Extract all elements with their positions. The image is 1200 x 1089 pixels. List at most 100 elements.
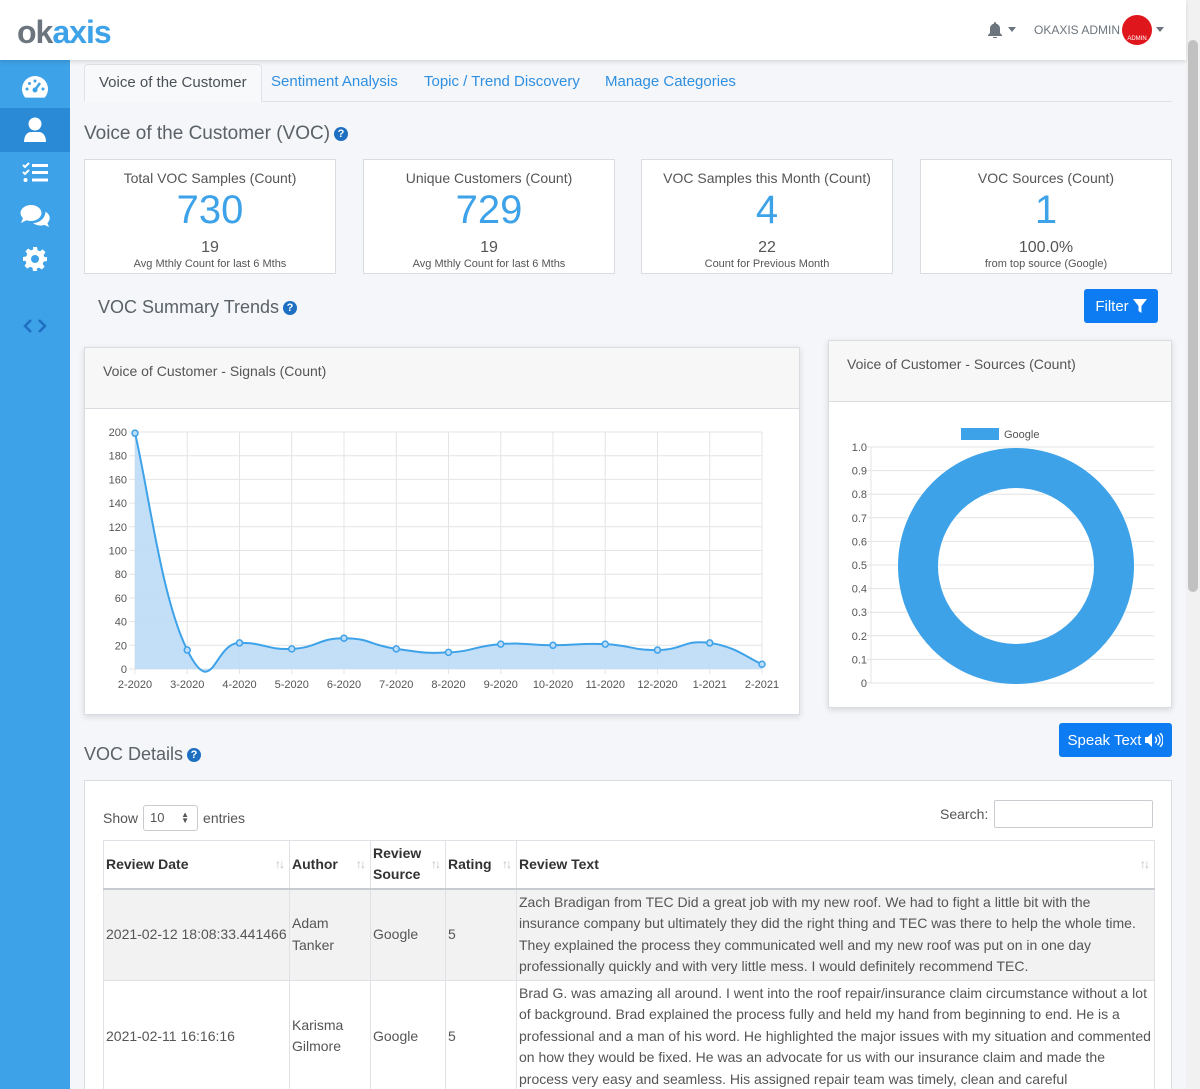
data-point <box>601 640 609 648</box>
bell-icon[interactable] <box>988 22 1002 43</box>
y-tick-label: 0.9 <box>852 466 867 478</box>
main-content: Voice of the Customer Sentiment Analysis… <box>70 60 1186 1089</box>
y-tick-label: 0.3 <box>852 607 867 619</box>
column-header-review-source[interactable]: Review Source ↑↓ <box>370 840 446 890</box>
data-point <box>444 648 453 657</box>
kpi-total-samples: Total VOC Samples (Count) 730 19 Avg Mth… <box>84 159 336 274</box>
x-tick-label: 3-2020 <box>170 679 204 691</box>
data-point <box>288 645 296 653</box>
data-point <box>653 646 662 654</box>
signals-area <box>135 433 762 672</box>
y-tick-label: 180 <box>109 451 127 463</box>
column-header-rating[interactable]: Rating ↑↓ <box>445 840 517 890</box>
column-header-review-text[interactable]: Review Text ↑↓ <box>516 840 1155 890</box>
cell-review-date: 2021-02-11 16:16:16 <box>103 979 290 1089</box>
cell-review-text: Brad G. was amazing all around. I went i… <box>516 979 1155 1089</box>
filter-button[interactable]: Filter <box>1084 289 1158 323</box>
doughnut-slice <box>898 448 1134 684</box>
data-point <box>183 646 191 654</box>
column-header-review-date[interactable]: Review Date ↑↓ <box>103 840 290 890</box>
sidebar-item-tasks[interactable] <box>0 151 70 195</box>
details-title: VOC Details? <box>84 744 202 765</box>
cell-source: Google <box>370 979 446 1089</box>
avatar[interactable]: ADMIN <box>1122 15 1152 45</box>
y-tick-label: 120 <box>109 522 127 534</box>
kpi-sub: 22 <box>758 239 776 256</box>
cell-review-date: 2021-02-12 18:08:33.441466 <box>103 888 290 981</box>
cell-review-text: Zach Bradigan from TEC Did a great job w… <box>516 888 1155 981</box>
sidebar-item-settings[interactable] <box>0 237 70 281</box>
kpi-sub: 19 <box>480 239 498 256</box>
dashboard-icon <box>22 76 48 98</box>
cell-rating: 5 <box>445 888 517 981</box>
signals-chart: 0 20 40 60 80 100 120 140 160 180 200 2-2020 3-2020 4… <box>109 427 779 691</box>
sidebar-item-customer[interactable] <box>0 108 70 152</box>
trends-title: VOC Summary Trends? <box>98 297 298 318</box>
chevron-down-icon[interactable] <box>1008 27 1016 32</box>
sort-icon: ↑↓ <box>502 857 512 871</box>
sort-icon: ↑↓ <box>1140 857 1150 871</box>
cell-rating: 5 <box>445 979 517 1089</box>
search-input[interactable] <box>994 800 1154 828</box>
sidebar-item-collapse[interactable] <box>0 304 70 348</box>
code-icon <box>23 319 47 333</box>
y-tick-label: 0.8 <box>852 489 867 501</box>
x-tick-label: 5-2020 <box>275 679 309 691</box>
checklist-icon <box>22 162 48 182</box>
filter-icon <box>1132 299 1147 313</box>
x-tick-label: 12-2020 <box>637 679 677 691</box>
legend-swatch <box>961 428 999 440</box>
kpi-value: 1 <box>1034 188 1058 232</box>
scroll-thumb[interactable] <box>1188 40 1198 592</box>
sidebar-item-chat[interactable] <box>0 194 70 238</box>
sources-chart-card: Voice of Customer - Sources (Count) Goog… <box>828 340 1172 708</box>
kpi-note: Avg Mthly Count for last 6 Mths <box>412 258 566 270</box>
y-tick-label: 0.2 <box>852 631 867 643</box>
volume-icon <box>1145 733 1164 747</box>
sort-icon: ↑↓ <box>431 857 441 871</box>
kpi-sources: VOC Sources (Count) 1 100.0% from top so… <box>920 159 1172 274</box>
cell-source: Google <box>370 888 446 981</box>
x-tick-label: 9-2020 <box>484 679 518 691</box>
help-icon[interactable]: ? <box>334 126 349 141</box>
kpi-label: VOC Sources (Count) <box>977 170 1115 186</box>
x-tick-label: 4-2020 <box>222 679 256 691</box>
legend-label: Google <box>1004 429 1039 441</box>
y-tick-label: 1.0 <box>852 442 867 454</box>
chevron-updown-icon: ▲ ▼ <box>181 810 190 825</box>
kpi-note: from top source (Google) <box>984 258 1108 270</box>
x-tick-label: 7-2020 <box>379 679 413 691</box>
x-tick-label: 8-2020 <box>431 679 465 691</box>
tab-manage-categories[interactable]: Manage Categories <box>605 73 736 90</box>
kpi-sub: 19 <box>201 239 219 256</box>
page-title: Voice of the Customer (VOC)? <box>84 123 349 145</box>
help-icon[interactable]: ? <box>283 301 298 316</box>
kpi-sub: 100.0% <box>1018 239 1074 256</box>
sidebar-item-dashboard[interactable] <box>0 65 70 109</box>
data-point <box>549 641 557 650</box>
table-row[interactable]: 2021-02-12 18:08:33.441466 Adam Tanker G… <box>103 888 1155 981</box>
okaxis-logo[interactable]: okaxis <box>17 14 112 50</box>
tab-voice-of-customer[interactable]: Voice of the Customer <box>84 64 262 102</box>
page-size-select[interactable]: 10 ▲ ▼ <box>143 805 199 831</box>
sources-chart: Google 0 0.1 0.2 0.3 0.4 0.5 0.6 0.7 0.8 0.9 1.0 <box>852 428 1154 690</box>
tab-topic-trend[interactable]: Topic / Trend Discovery <box>424 73 580 90</box>
y-tick-label: 0.6 <box>852 536 867 548</box>
kpi-label: Total VOC Samples (Count) <box>123 170 297 186</box>
page-scrollbar[interactable] <box>1186 0 1200 1089</box>
y-tick-label: 140 <box>109 498 127 510</box>
data-point <box>392 645 400 653</box>
table-row[interactable]: 2021-02-11 16:16:16 Karisma Gilmore Goog… <box>103 979 1155 1089</box>
speak-text-button[interactable]: Speak Text <box>1059 723 1172 757</box>
cell-author: Karisma Gilmore <box>289 979 371 1089</box>
y-tick-label: 60 <box>115 593 127 605</box>
chevron-down-icon[interactable] <box>1156 27 1164 32</box>
tab-sentiment-analysis[interactable]: Sentiment Analysis <box>271 73 398 90</box>
user-icon <box>24 117 46 142</box>
help-icon[interactable]: ? <box>187 748 202 763</box>
y-tick-label: 0.1 <box>852 654 867 666</box>
x-tick-label: 6-2020 <box>327 679 361 691</box>
column-header-author[interactable]: Author ↑↓ <box>289 840 371 890</box>
data-point <box>706 639 714 647</box>
user-name[interactable]: OKAXIS ADMIN <box>1034 23 1121 37</box>
